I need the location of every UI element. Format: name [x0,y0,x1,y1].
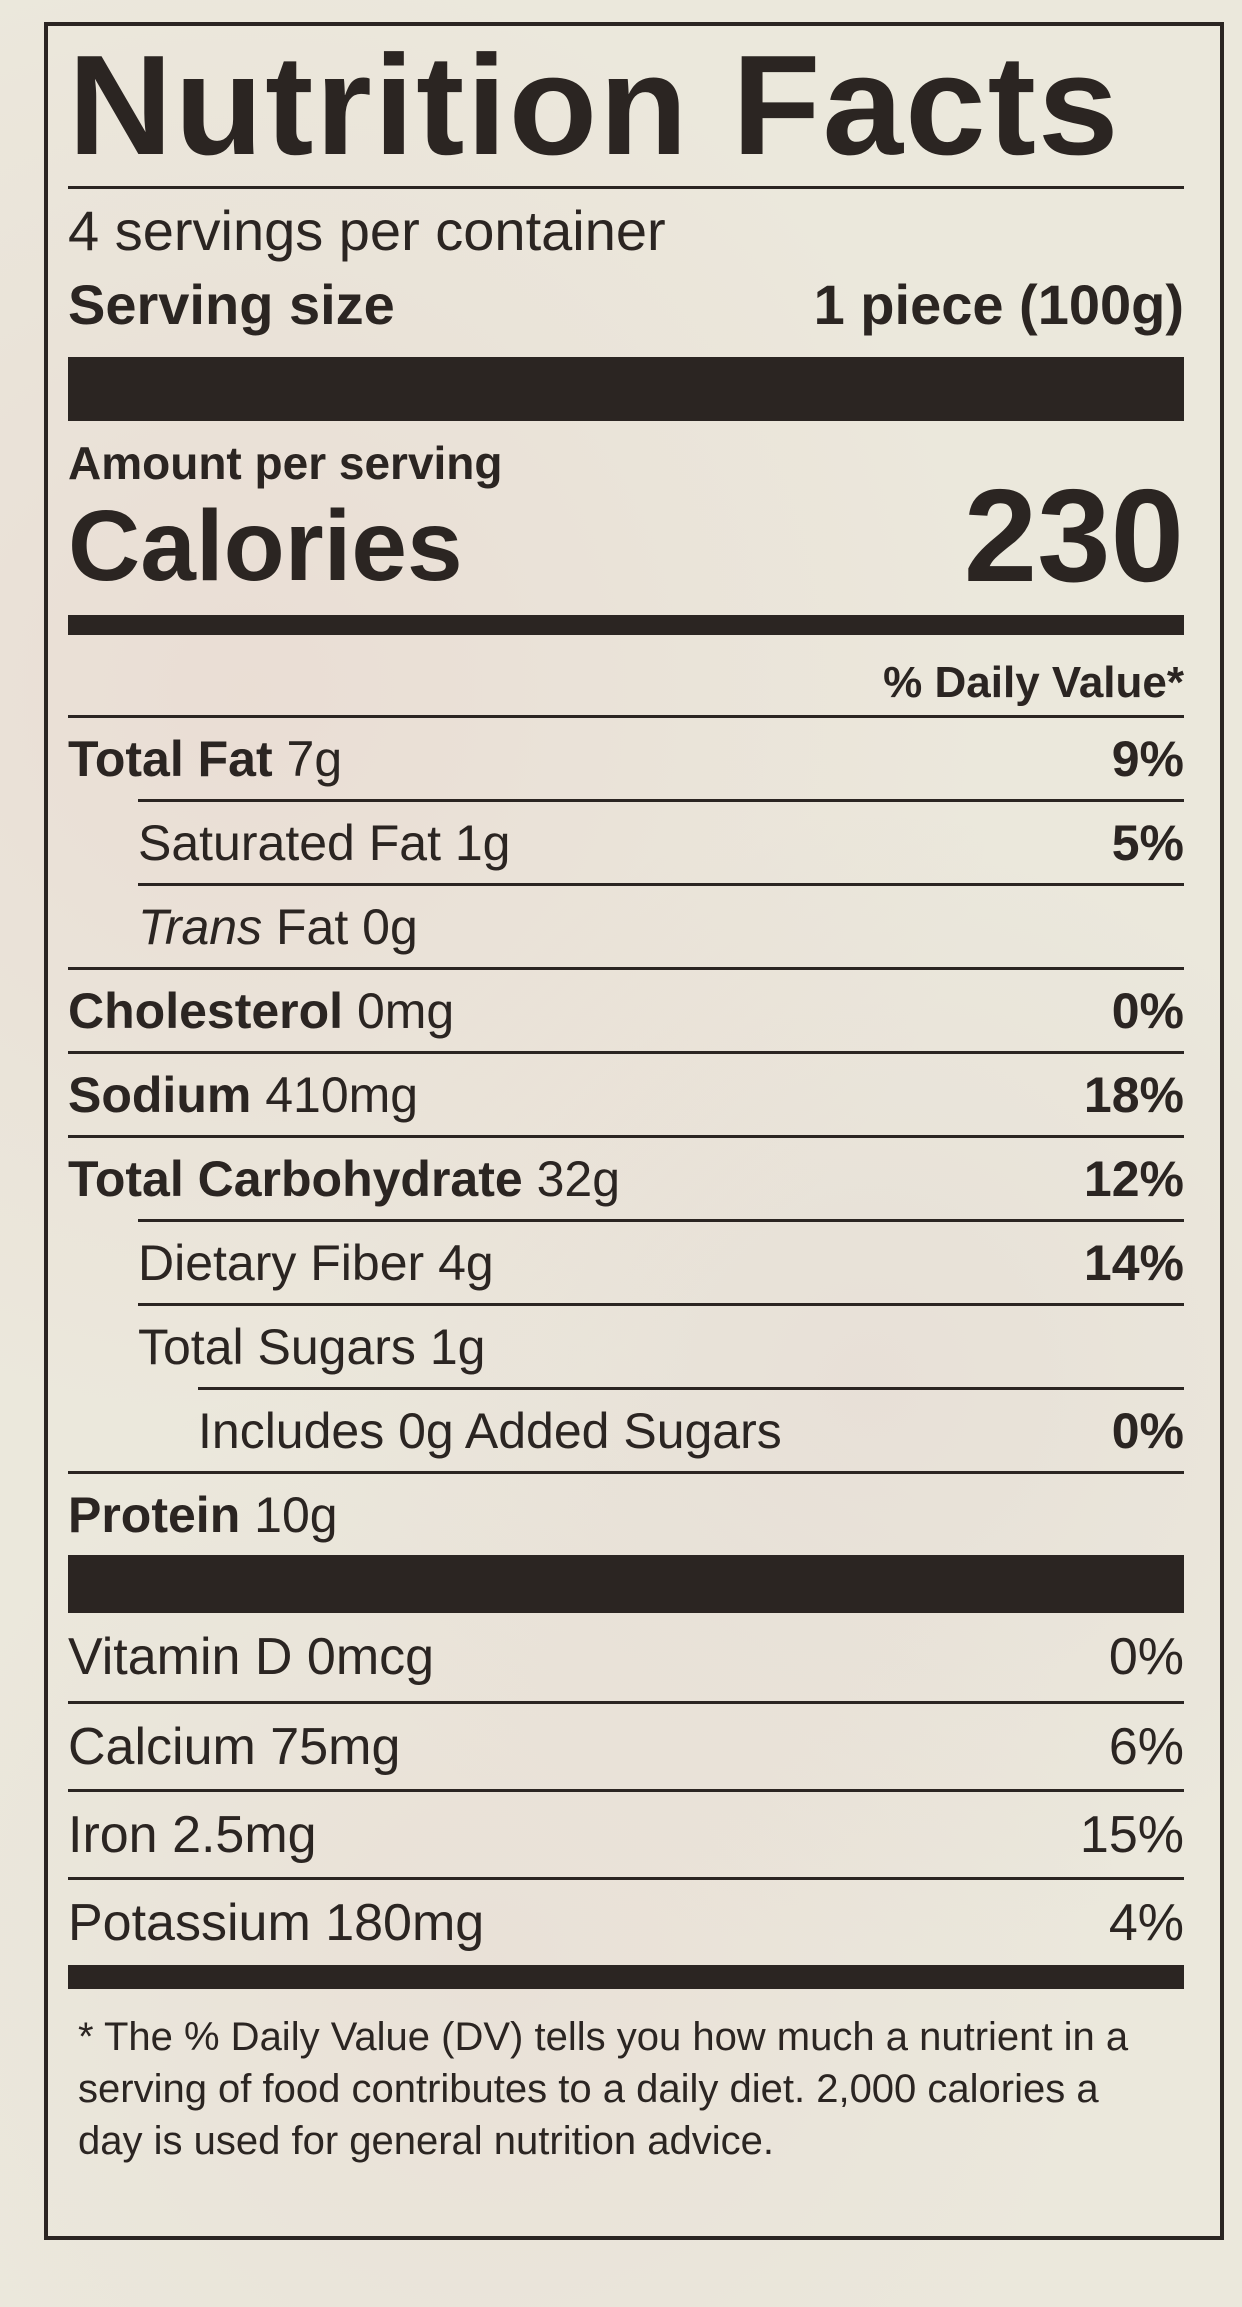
nutrient-name: Saturated Fat [138,814,441,871]
nutrient-name: Includes 0g Added Sugars [198,1402,782,1459]
nutrient-row-sodium: Sodium 410mg 18% [68,1051,1184,1135]
nutrient-name: Total Fat [68,730,273,787]
nutrient-dv: 9% [1111,730,1184,787]
nutrient-name: Sodium [68,1066,252,1123]
nutrient-row-protein: Protein 10g [68,1471,1184,1555]
serving-size-row: Serving size 1 piece (100g) [68,265,1184,357]
daily-value-header: % Daily Value* [883,658,1184,707]
nutrient-row-trans-fat: Trans Fat 0g [138,883,1184,967]
calories-value: 230 [963,462,1184,609]
nutrition-facts-label: Nutrition Facts 4 servings per container… [44,22,1224,2240]
nutrient-amount: 1g [429,1318,486,1375]
nutrient-dv: 12% [1083,1150,1184,1207]
nutrient-row-saturated-fat: Saturated Fat 1g 5% [138,799,1184,883]
vitamin-row-vitamin-d: Vitamin D 0mcg 0% [68,1613,1184,1701]
vitamin-name: Vitamin D [68,1628,293,1686]
amount-per-serving: Amount per serving [68,437,503,489]
nutrient-name: Trans [138,898,263,955]
nutrient-amount: 32g [536,1150,621,1207]
nutrient-row-cholesterol: Cholesterol 0mg 0% [68,967,1184,1051]
vitamin-amount: 2.5mg [172,1805,317,1864]
vitamin-dv: 4% [1108,1893,1184,1952]
nutrient-amount: 7g [286,730,343,787]
thick-divider [68,1555,1184,1613]
nutrient-name: Total Carbohydrate [68,1150,523,1207]
vitamin-amount: 75mg [270,1717,401,1776]
label-title: Nutrition Facts [68,26,1121,185]
serving-size-label: Serving size [68,273,395,336]
nutrient-dv: 18% [1083,1066,1184,1123]
nutrient-amount: 0g [362,898,418,955]
nutrient-row-added-sugars: Includes 0g Added Sugars 0% [198,1387,1184,1471]
nutrient-row-dietary-fiber: Dietary Fiber 4g 14% [138,1219,1184,1303]
vitamin-dv: 6% [1108,1717,1184,1776]
thick-divider [68,357,1184,421]
footnote: * The % Daily Value (DV) tells you how m… [78,2015,1129,2163]
vitamin-row-potassium: Potassium 180mg 4% [68,1877,1184,1965]
nutrient-amount: 1g [454,814,511,871]
vitamin-dv: 15% [1079,1805,1184,1864]
nutrient-row-total-carbohydrate: Total Carbohydrate 32g 12% [68,1135,1184,1219]
divider [68,186,1184,189]
nutrient-name: Total Sugars [138,1318,416,1375]
serving-size-value: 1 piece (100g) [813,273,1184,336]
servings-per-container: 4 servings per container [68,199,666,262]
nutrient-name: Cholesterol [68,982,344,1039]
nutrient-dv: 0% [1111,982,1184,1039]
calories-label: Calories [68,490,463,602]
medium-divider [68,1965,1184,1989]
vitamin-name: Potassium [68,1893,311,1952]
nutrient-row-total-fat: Total Fat 7g 9% [68,715,1184,799]
nutrient-dv: 0% [1111,1402,1184,1459]
vitamin-name: Iron [68,1805,158,1864]
nutrient-name: Dietary Fiber [138,1234,425,1291]
nutrient-dv: 14% [1083,1234,1184,1291]
nutrient-amount: 410mg [265,1066,419,1123]
vitamin-name: Calcium [68,1717,256,1776]
nutrient-row-total-sugars: Total Sugars 1g [138,1303,1184,1387]
vitamin-amount: 0mcg [306,1628,435,1686]
vitamin-dv: 0% [1108,1628,1184,1686]
nutrient-name-suffix: Fat [276,898,349,955]
nutrient-name: Protein [68,1486,241,1543]
nutrient-amount: 10g [254,1486,338,1543]
nutrient-amount: 4g [438,1234,494,1291]
vitamin-row-calcium: Calcium 75mg 6% [68,1701,1184,1789]
vitamin-amount: 180mg [325,1893,485,1952]
nutrient-amount: 0mg [356,982,455,1039]
vitamin-row-iron: Iron 2.5mg 15% [68,1789,1184,1877]
medium-divider [68,615,1184,635]
calories-row: Calories 230 [68,470,1184,602]
nutrient-dv: 5% [1111,814,1184,871]
